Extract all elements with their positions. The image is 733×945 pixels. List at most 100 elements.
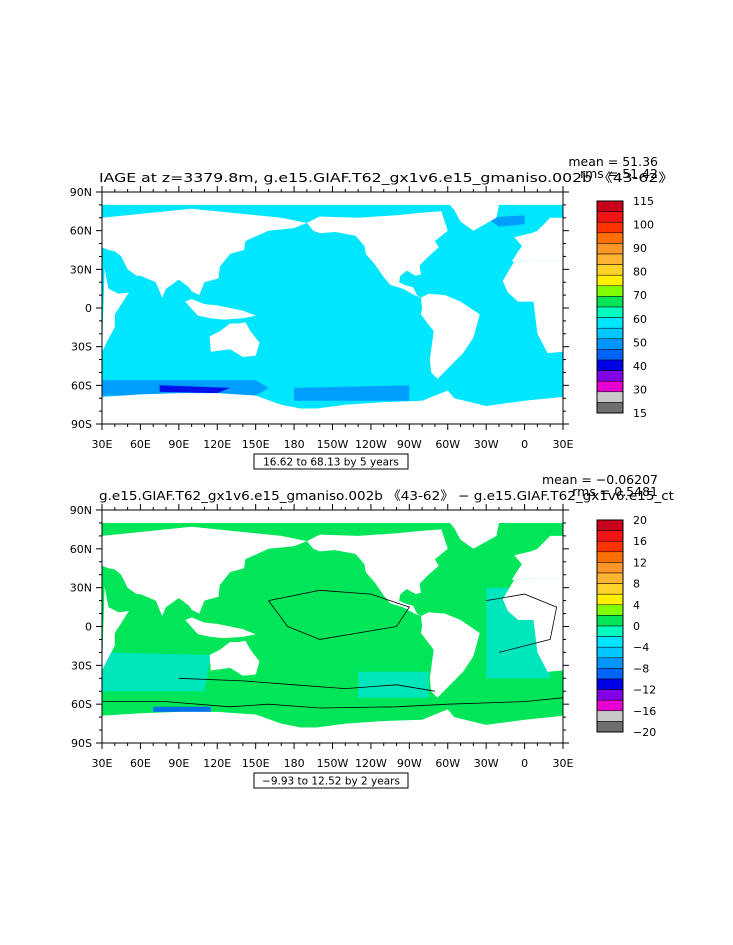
x-tick-label: 90W [397,438,422,451]
x-tick-label: 150E [242,438,270,451]
land-europe [511,217,563,262]
x-tick-label: 90E [168,438,189,451]
x-tick-label: 30E [92,757,113,770]
colorbar-swatch [596,253,624,265]
colorbar-swatch [596,402,624,414]
x-tick-label: 0 [521,438,528,451]
y-tick-label: 0 [85,621,92,634]
mean-label: mean = −0.06207 [542,472,658,487]
colorbar-label: 8 [633,578,640,591]
land-antarctica [102,709,563,743]
x-tick-label: 180 [284,438,305,451]
colorbar-swatch [596,668,624,680]
colorbar-swatch [596,636,624,648]
colorbar-label: 70 [633,289,647,302]
y-tick-label: 60S [71,379,92,392]
colorbar-label: 15 [633,407,647,420]
colorbar-swatch [596,583,624,595]
field-patch-1 [102,652,211,692]
x-tick-label: 30E [92,438,113,451]
colorbar-label: −20 [633,726,656,739]
colorbar-label: 4 [633,599,640,612]
colorbar-label: 60 [633,313,647,326]
chart-title: g.e15.GIAF.T62_gx1v6.e15_gmaniso.002b 《4… [99,488,674,503]
x-tick-label: 150E [242,757,270,770]
rms-label: rms = 51.42 [580,166,658,181]
y-tick-label: 60N [70,225,92,238]
colorbar-swatch [596,604,624,616]
y-tick-label: 30N [70,263,92,276]
land-africa-west [502,578,563,672]
colorbar-swatch [596,721,624,733]
colorbar-swatch [596,306,624,318]
x-tick-label: 150W [317,438,349,451]
colorbar-label: 50 [633,336,647,349]
colorbar-swatch [596,285,624,297]
x-tick-label: 120E [203,438,231,451]
contour-info-text: 16.62 to 68.13 by 5 years [263,457,399,469]
colorbar-swatch [596,615,624,627]
x-tick-label: 30E [553,757,574,770]
colorbar-label: 0 [633,620,640,633]
x-tick-label: 30E [553,438,574,451]
colorbar-swatch [596,211,624,223]
land-indonesia [185,299,256,320]
colorbar-swatch [596,551,624,563]
land-north-america [306,211,448,298]
colorbar-label: 30 [633,383,647,396]
colorbar-label: 90 [633,242,647,255]
land-south-america [420,293,480,379]
colorbar-swatch [596,338,624,350]
colorbar-label: 115 [633,195,654,208]
land-africa [102,586,129,671]
colorbar-swatch [596,200,624,212]
field-patch-2 [159,385,231,394]
colorbar-swatch [596,370,624,382]
land-indonesia [185,617,256,639]
x-tick-label: 120W [355,438,387,451]
colorbar-swatch [596,530,624,542]
colorbar-label: −12 [633,684,656,697]
colorbar-swatch [596,657,624,669]
colorbar-swatch [596,391,624,403]
y-tick-label: 30S [71,659,92,672]
x-tick-label: 60E [130,757,151,770]
colorbar-swatch [596,678,624,690]
y-tick-label: 90S [71,737,92,750]
land-north-america [306,529,448,617]
x-tick-label: 90W [397,757,422,770]
colorbar-label: 100 [633,219,654,232]
land-antarctica [102,390,563,424]
land-south-america [420,612,480,698]
colorbar-swatch [596,327,624,340]
colorbar-label: −16 [633,705,656,718]
land-africa [102,268,129,352]
colorbar-swatch [596,349,624,361]
colorbar-swatch [596,380,624,393]
colorbar-swatch [596,274,624,287]
colorbar-label: 40 [633,360,647,373]
colorbar-frame [596,519,624,733]
land-europe [511,535,563,580]
ocean-field [102,519,563,743]
ocean-field [102,201,563,424]
x-tick-label: 90E [168,757,189,770]
rms-label: rms = 0.5481 [572,484,658,499]
colorbar-swatch [596,646,624,659]
x-tick-label: 30W [474,757,499,770]
x-tick-label: 30W [474,438,499,451]
colorbar-label: 20 [633,514,647,527]
colorbar-swatch [596,232,624,244]
y-tick-label: 90N [70,504,92,517]
x-tick-label: 120E [203,757,231,770]
x-tick-label: 120W [355,757,387,770]
colorbar-label: 16 [633,535,647,548]
colorbar-swatch [596,243,624,255]
land-greenland [447,201,499,231]
colorbar-swatch [596,359,624,371]
mean-label: mean = 51.36 [568,154,658,169]
contour-line-4 [486,593,558,653]
colorbar-swatch [596,296,624,308]
y-tick-label: 90N [70,186,92,199]
